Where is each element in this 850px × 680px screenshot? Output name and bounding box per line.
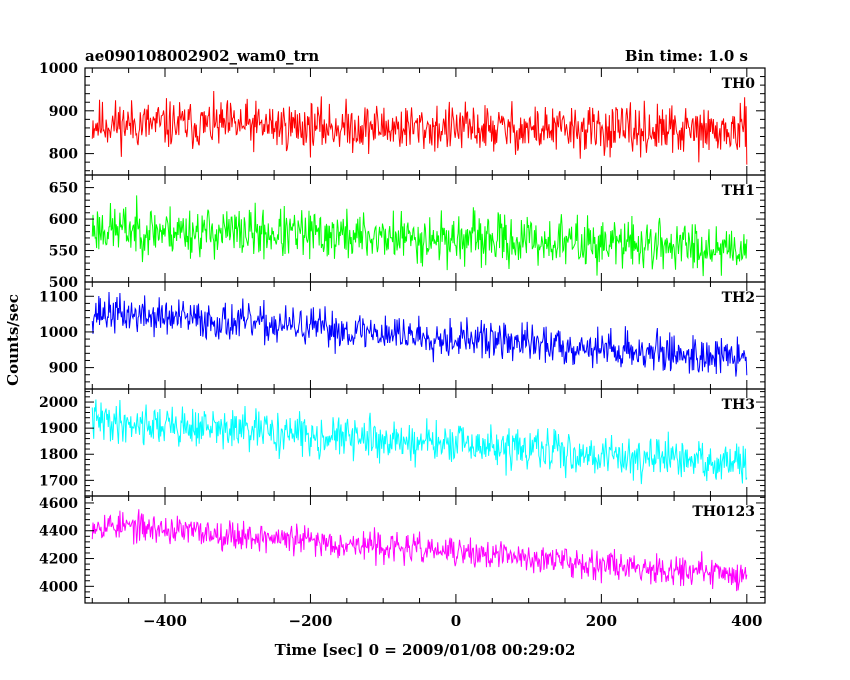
panel-frame [84, 495, 766, 604]
series-line-th3 [91, 399, 748, 485]
series-line-th0 [91, 90, 748, 165]
panel-label: TH0123 [692, 504, 755, 520]
series-line-th2 [91, 292, 748, 377]
panel-th0123: 4000 4200 4400 4600 TH0123 [39, 495, 766, 604]
x-tick-label: −200 [289, 612, 333, 630]
panel-frame [84, 281, 766, 390]
x-axis-label: Time [sec] 0 = 2009/01/08 00:29:02 [275, 641, 576, 659]
panel-label: TH3 [722, 397, 755, 413]
panel-th3: 1700 1800 1900 2000 TH3 [39, 388, 766, 497]
x-tick-label: 0 [451, 612, 461, 630]
y-tick-label: 900 [49, 361, 78, 377]
y-tick-label: 650 [49, 181, 78, 197]
panel-th1: 500 550 600 650 TH1 [49, 174, 766, 291]
chart-title: ae090108002902_wam0_trn [85, 47, 319, 65]
y-tick-label: 1800 [39, 447, 78, 463]
panel-label: TH0 [722, 76, 756, 92]
panel-th0: 800 900 1000 TH0 [39, 61, 766, 176]
panel-th2: 900 1000 1100 TH2 [39, 281, 766, 390]
bin-time-label: Bin time: 1.0 s [625, 47, 748, 65]
y-tick-label: 4000 [39, 579, 78, 595]
y-tick-label: 4600 [39, 496, 78, 512]
y-tick-label: 2000 [39, 395, 78, 411]
y-tick-label: 1900 [39, 421, 78, 437]
y-tick-label: 1700 [39, 473, 78, 489]
y-axis-label: Counts/sec [4, 294, 22, 386]
x-tick-label: 200 [586, 612, 617, 630]
series-line-th1 [91, 195, 748, 277]
panel-label: TH1 [722, 183, 755, 199]
y-tick-label: 800 [49, 147, 78, 163]
x-tick-label: 400 [731, 612, 762, 630]
panel-label: TH2 [722, 290, 755, 306]
y-tick-label: 500 [49, 275, 78, 291]
x-tick-label: −400 [143, 612, 187, 630]
y-tick-label: 4400 [39, 524, 78, 540]
y-tick-label: 550 [49, 244, 78, 260]
y-tick-label: 1100 [39, 289, 78, 305]
y-tick-label: 1000 [39, 325, 78, 341]
y-tick-label: 4200 [39, 552, 78, 568]
y-tick-label: 1000 [39, 61, 78, 77]
y-tick-label: 900 [49, 104, 78, 120]
series-line-th0123 [91, 509, 748, 592]
panel-frame [84, 388, 766, 497]
y-tick-label: 600 [49, 212, 78, 228]
